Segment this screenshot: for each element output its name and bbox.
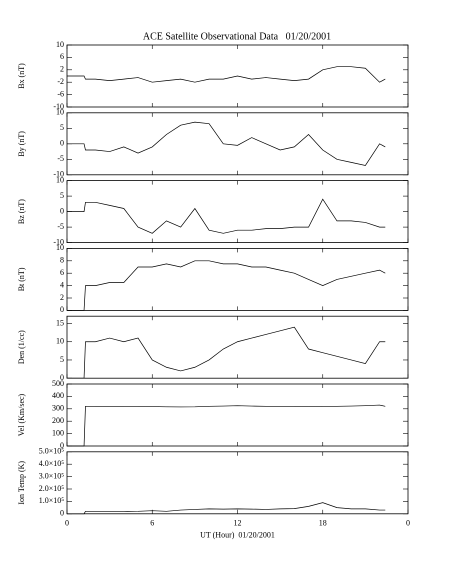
plot-frame <box>66 180 409 244</box>
y-tick-label: 6 <box>60 52 64 61</box>
y-tick-label: 0 <box>60 206 64 215</box>
y-tick-label: 0 <box>60 509 64 518</box>
y-axis-label: Bt (nT) <box>17 267 26 291</box>
x-tick-label: 12 <box>234 519 242 528</box>
y-tick-label: 5.0×10⁵ <box>39 447 65 456</box>
x-tick-label: 6 <box>150 519 154 528</box>
y-tick-label: 3.0×10⁵ <box>39 471 65 480</box>
y-tick-label: 300 <box>52 404 64 413</box>
y-tick-label: 10 <box>56 243 64 252</box>
data-line <box>67 198 386 234</box>
y-tick-label: 1.0×10⁵ <box>39 496 65 505</box>
data-line <box>67 502 386 515</box>
y-tick-label: 8 <box>60 256 64 265</box>
y-tick-label: 10 <box>56 175 64 184</box>
y-tick-label: 2.0×10⁵ <box>39 484 65 493</box>
plot-frame <box>66 247 409 311</box>
y-tick-label: -10 <box>53 170 64 179</box>
chart-title: ACE Satellite Observational Data 01/20/2… <box>143 31 331 42</box>
y-axis-label: Vel (Km/sec) <box>17 393 26 436</box>
y-tick-label: 0 <box>60 139 64 148</box>
x-tick-label: 0 <box>65 519 69 528</box>
x-tick-label: 18 <box>319 519 327 528</box>
y-tick-label: -10 <box>53 237 64 246</box>
data-line <box>67 121 386 166</box>
y-tick-label: 10 <box>56 108 64 117</box>
y-axis-label: Bx (nT) <box>17 63 26 89</box>
x-tick-label: 0 <box>406 519 410 528</box>
y-tick-label: 10 <box>56 337 64 346</box>
y-axis-label: Ion Temp (K) <box>17 461 26 505</box>
y-tick-label: 100 <box>52 428 64 437</box>
data-line <box>67 66 386 83</box>
y-tick-label: 5 <box>60 355 64 364</box>
y-tick-label: 400 <box>52 391 64 400</box>
y-axis-label: Den (1/cc) <box>17 330 26 364</box>
y-tick-label: -2 <box>57 77 64 86</box>
x-axis-label: UT (Hour) 01/20/2001 <box>200 531 275 540</box>
y-tick-label: -5 <box>57 154 64 163</box>
y-tick-label: 10 <box>56 40 64 49</box>
plot-frame <box>66 451 409 515</box>
y-axis-label: By (nT) <box>17 131 26 157</box>
y-tick-label: -10 <box>53 102 64 111</box>
y-tick-label: 5 <box>60 123 64 132</box>
y-tick-label: -6 <box>57 89 64 98</box>
y-tick-label: 500 <box>52 379 64 388</box>
y-tick-label: 0 <box>60 373 64 382</box>
y-tick-label: 15 <box>56 318 64 327</box>
y-tick-label: 0 <box>60 305 64 314</box>
data-line <box>67 404 386 447</box>
y-tick-label: 2 <box>60 65 64 74</box>
plot-frame <box>66 315 409 379</box>
y-tick-label: 0 <box>60 441 64 450</box>
y-tick-label: 5 <box>60 191 64 200</box>
plot-frame <box>66 112 409 176</box>
y-axis-label: Bz (nT) <box>17 199 26 224</box>
data-line <box>67 326 386 379</box>
y-tick-label: -5 <box>57 222 64 231</box>
y-tick-label: 200 <box>52 416 64 425</box>
y-tick-label: 4.0×10⁵ <box>39 459 65 468</box>
y-tick-label: 4 <box>60 280 64 289</box>
data-line <box>67 260 386 311</box>
plot-frame <box>66 383 409 447</box>
y-tick-label: 6 <box>60 268 64 277</box>
y-tick-label: 2 <box>60 293 64 302</box>
